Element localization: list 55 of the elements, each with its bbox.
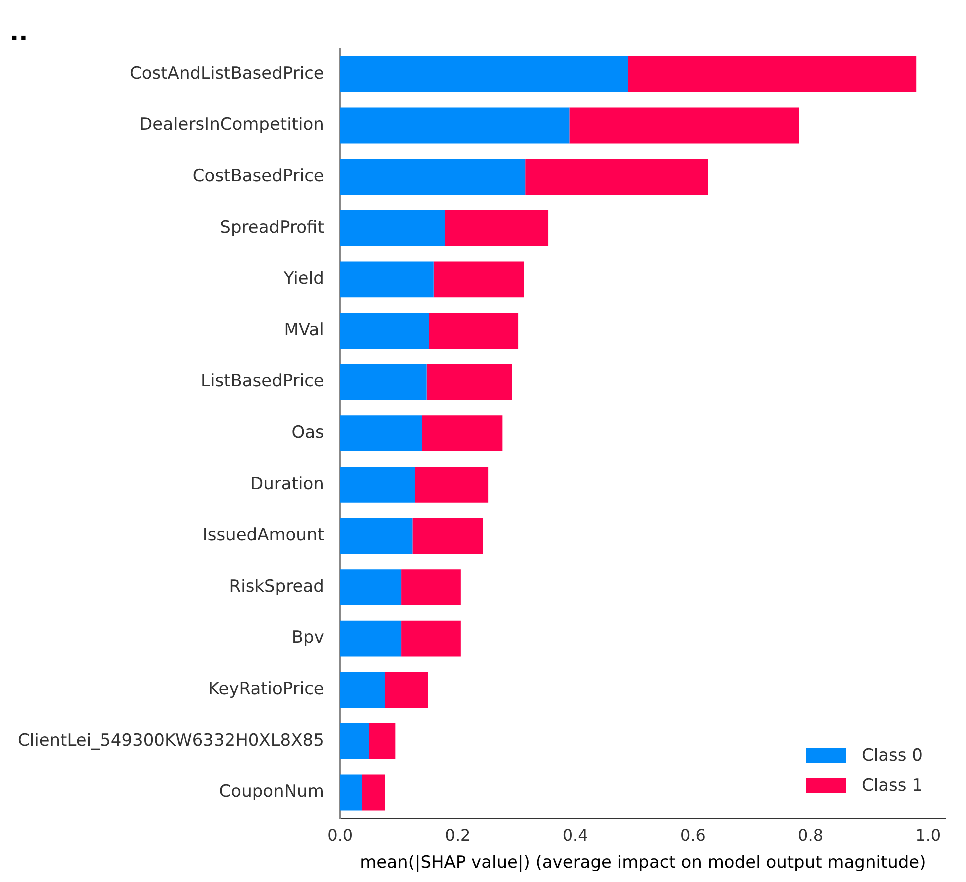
bar: [362, 774, 386, 811]
bar: [402, 620, 461, 657]
y-tick-label: CostBasedPrice: [192, 166, 324, 186]
bar: [422, 416, 503, 452]
bar: [369, 723, 396, 760]
x-tick-label: 0.8: [798, 826, 824, 846]
legend-label: Class 0: [862, 746, 923, 766]
bar: [445, 210, 549, 246]
bar: [340, 159, 526, 196]
legend-label: Class 1: [862, 776, 923, 796]
x-tick-label: 1.0: [916, 826, 942, 846]
y-tick-label: SpreadProfit: [220, 218, 325, 238]
bar: [426, 364, 512, 400]
bar: [570, 108, 800, 144]
y-tick-label: ClientLei_549300KW6332H0XL8X85: [18, 730, 324, 751]
bar: [340, 262, 434, 298]
bar: [385, 672, 428, 708]
bar: [412, 518, 484, 554]
bar: [340, 210, 446, 246]
bar: [340, 364, 427, 400]
bar: [434, 262, 524, 298]
y-tick-label: MVal: [284, 320, 324, 340]
bar: [429, 313, 519, 349]
bar: [415, 466, 489, 503]
bar: [340, 723, 370, 760]
y-tick-label: ListBasedPrice: [201, 372, 324, 392]
y-tick-label: Bpv: [292, 628, 324, 648]
y-tick-label: Yield: [282, 269, 324, 290]
y-tick-label: Oas: [292, 423, 325, 444]
y-tick-label: IssuedAmount: [202, 526, 325, 546]
bar: [340, 672, 386, 708]
bar: [340, 620, 402, 657]
text: ..: [10, 18, 28, 47]
bar: [628, 56, 917, 92]
bar: [340, 313, 430, 349]
y-tick-label: KeyRatioPrice: [208, 680, 324, 700]
y-tick-label: DealersInCompetition: [140, 115, 324, 136]
bar: [340, 416, 422, 452]
bar: [526, 159, 708, 196]
x-tick-label: 0.4: [562, 826, 588, 846]
y-tick-label: Duration: [250, 474, 324, 494]
bar: [340, 774, 362, 811]
y-tick-label: RiskSpread: [229, 576, 324, 597]
bar: [340, 56, 628, 92]
bar: [340, 518, 413, 554]
x-tick-label: 0.6: [680, 826, 706, 846]
x-axis-title: mean(|SHAP value|) (average impact on model output magnitude): [360, 853, 926, 874]
bar: [402, 570, 461, 606]
bar: [340, 108, 570, 144]
y-tick-label: CostAndListBasedPrice: [130, 64, 324, 84]
bar: [340, 570, 402, 606]
x-tick-label: 0.0: [328, 826, 354, 846]
y-tick-label: CouponNum: [219, 782, 324, 802]
x-tick-label: 0.2: [445, 826, 471, 846]
bar: [340, 466, 416, 503]
